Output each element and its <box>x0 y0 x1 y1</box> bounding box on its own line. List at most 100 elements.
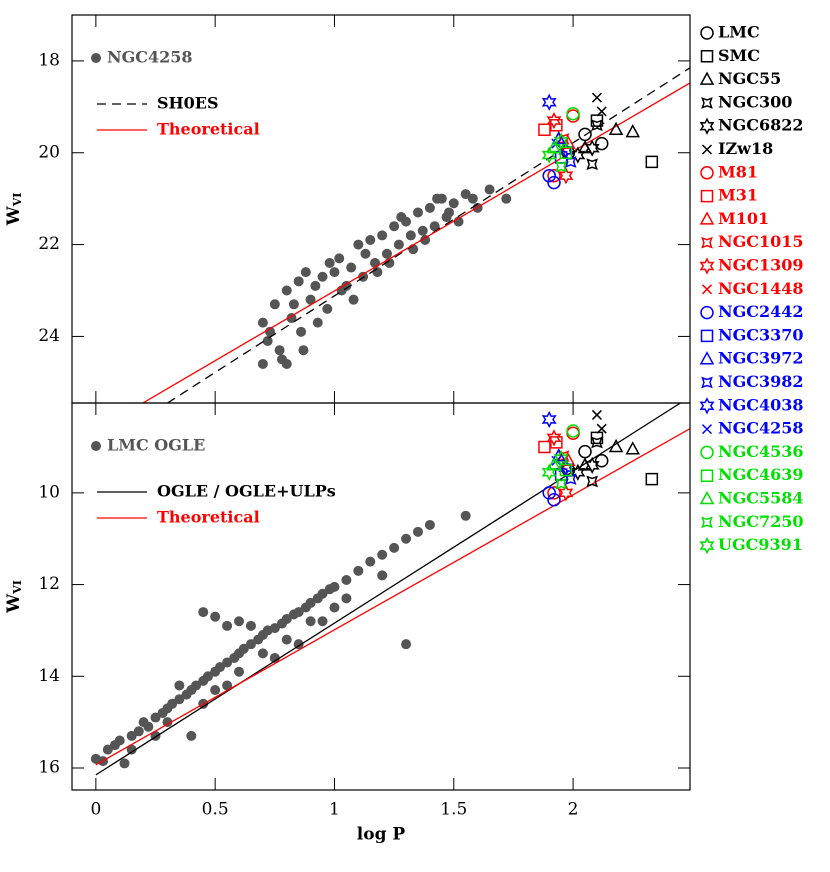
data-point <box>542 486 556 500</box>
data-point <box>541 93 557 111</box>
data-point <box>591 436 603 449</box>
data-point <box>432 193 443 204</box>
data-point <box>444 207 455 218</box>
data-point <box>191 680 202 691</box>
data-point <box>566 424 580 438</box>
data-point <box>269 623 280 634</box>
data-point <box>377 570 388 581</box>
data-point <box>594 136 609 151</box>
data-point <box>334 253 345 264</box>
data-point <box>405 230 416 241</box>
data-point <box>102 744 113 755</box>
data-point <box>234 666 245 677</box>
plot-frame <box>71 14 691 404</box>
data-point <box>281 613 292 624</box>
data-point <box>262 336 273 347</box>
data-point <box>317 271 328 282</box>
data-point <box>559 146 573 160</box>
data-point <box>322 303 333 314</box>
data-point <box>203 671 214 682</box>
data-point <box>484 184 495 195</box>
legend-marker <box>701 424 713 435</box>
y-tick-label: 12 <box>38 574 60 594</box>
data-point <box>584 456 600 475</box>
legend-marker <box>699 117 715 135</box>
data-point <box>608 121 624 136</box>
legend-marker <box>91 441 101 451</box>
data-point <box>167 698 178 709</box>
x-axis-label: log P <box>357 825 406 845</box>
data-point <box>365 556 376 567</box>
legend-marker <box>700 26 714 40</box>
data-point <box>538 123 551 137</box>
y-tick-label: 24 <box>38 326 60 346</box>
legend-label: SH0ES <box>157 94 219 113</box>
legend-label: UGC9391 <box>718 535 803 554</box>
legend-marker <box>700 189 714 203</box>
data-point <box>420 234 431 245</box>
legend-marker <box>699 257 715 275</box>
data-point <box>341 574 352 585</box>
legend-label: LMC OGLE <box>107 436 205 455</box>
data-point <box>300 267 311 278</box>
data-point <box>542 168 556 183</box>
data-point <box>198 607 209 618</box>
x-tick-label: 0.5 <box>202 800 229 820</box>
data-point <box>460 189 471 200</box>
legend-marker <box>91 53 101 63</box>
legend-label: M101 <box>718 209 769 228</box>
legend-label: NGC2442 <box>718 302 804 321</box>
legend-marker <box>699 351 715 365</box>
data-point <box>365 234 376 245</box>
legend-label: IZw18 <box>718 139 773 158</box>
data-point <box>448 198 459 209</box>
data-point <box>393 239 404 250</box>
data-point <box>578 444 592 459</box>
data-point <box>547 168 561 183</box>
data-point <box>126 744 137 755</box>
data-point <box>553 449 569 468</box>
y-tick-label: 14 <box>38 666 60 686</box>
data-point <box>286 313 297 324</box>
legend-label: Theoretical <box>157 120 260 139</box>
data-point <box>429 221 440 232</box>
data-point <box>293 607 304 618</box>
data-point <box>348 294 359 305</box>
data-point <box>257 317 268 328</box>
data-point <box>214 662 225 673</box>
y-tick-label: 22 <box>38 234 60 254</box>
data-point <box>591 409 602 420</box>
legend-marker <box>699 211 715 225</box>
data-point <box>594 454 609 468</box>
data-point <box>401 533 412 544</box>
data-point <box>547 175 561 190</box>
data-point <box>559 463 573 477</box>
data-point <box>257 358 268 369</box>
data-point <box>538 440 551 454</box>
y-tick-label: 18 <box>38 50 60 70</box>
data-point <box>317 588 328 599</box>
data-point <box>269 652 280 663</box>
data-point <box>210 611 221 622</box>
legend-label: NGC4258 <box>718 419 804 438</box>
legend-marker <box>699 71 715 85</box>
data-point <box>143 721 154 732</box>
legend-marker <box>699 536 715 555</box>
y-tick-label: 20 <box>38 142 60 162</box>
data-point <box>460 510 471 521</box>
data-point <box>281 285 292 296</box>
data-point <box>360 248 371 259</box>
legend-label: M81 <box>718 162 758 181</box>
data-point <box>591 119 603 132</box>
x-tick-label: 1.5 <box>440 800 467 820</box>
legend-label: NGC3370 <box>718 325 804 344</box>
data-point <box>245 620 256 631</box>
data-point <box>541 410 557 429</box>
data-point <box>501 193 512 204</box>
data-point <box>329 581 340 592</box>
data-point <box>257 648 268 659</box>
data-point <box>541 146 557 164</box>
y-tick-label: 10 <box>38 482 60 502</box>
